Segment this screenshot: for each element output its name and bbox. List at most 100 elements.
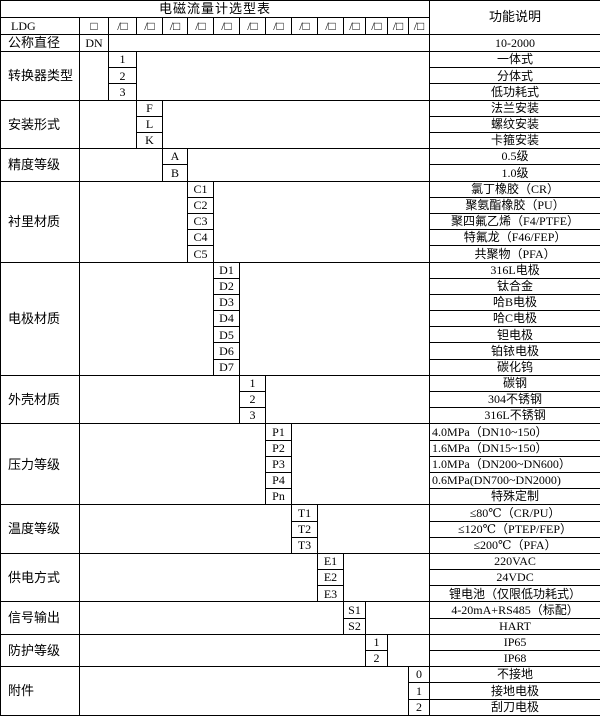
option-code: 2 [108, 67, 137, 85]
model-code-box: /□ [265, 17, 292, 35]
option-code: D2 [213, 277, 240, 295]
section-label: 外壳材质 [0, 374, 80, 425]
option-code: 0 [407, 666, 431, 684]
spacer-cell [386, 633, 431, 668]
option-code: Pn [265, 488, 292, 506]
spacer-cell [342, 552, 431, 603]
section-label: 精度等级 [0, 148, 80, 182]
option-code: 2 [407, 698, 431, 716]
model-code-box: /□ [108, 17, 137, 35]
option-code: DN [79, 33, 109, 53]
option-desc: 10-2000 [429, 33, 600, 53]
option-code: D4 [213, 310, 240, 328]
spacer-cell [238, 261, 431, 376]
spacer-cell [79, 261, 214, 376]
option-code: T3 [291, 536, 318, 554]
option-code: 1 [108, 51, 137, 69]
option-code: E3 [317, 585, 344, 603]
model-code-box: /□ [387, 17, 409, 35]
option-desc: 1.0级 [429, 164, 600, 182]
option-code: P4 [265, 471, 292, 490]
spacer-cell [79, 423, 266, 506]
option-desc: IP65 [429, 633, 600, 652]
option-code: C2 [187, 196, 214, 214]
option-code: 1 [239, 374, 266, 393]
section-label: 压力等级 [0, 423, 80, 506]
option-desc: 220VAC [429, 552, 600, 571]
section-label: 温度等级 [0, 504, 80, 554]
section-label: 防护等级 [0, 633, 80, 668]
option-desc: 锂电池（仅限低功耗式） [429, 585, 600, 603]
option-desc: 特氟龙（F46/FEP） [429, 229, 600, 247]
option-desc: 钽电极 [429, 326, 600, 344]
option-desc: 法兰安装 [429, 99, 600, 117]
option-code: D7 [213, 358, 240, 376]
option-code: A [162, 148, 188, 166]
option-code: 2 [365, 649, 388, 668]
option-code: C5 [187, 245, 214, 263]
option-code: D5 [213, 326, 240, 344]
option-code: K [136, 131, 163, 150]
spacer-cell [79, 180, 188, 263]
option-code: E1 [317, 552, 344, 571]
spacer-cell [79, 374, 240, 425]
option-code: P3 [265, 455, 292, 473]
section-label: 安装形式 [0, 99, 80, 150]
model-code-box: /□ [365, 17, 388, 35]
model-code-box: /□ [187, 17, 214, 35]
option-desc: 氯丁橡胶（CR） [429, 180, 600, 198]
option-code: 2 [239, 390, 266, 409]
option-desc: HART [429, 617, 600, 635]
option-desc: 1.0MPa（DN200~DN600） [429, 455, 600, 473]
section-label: 公称直径 [0, 33, 80, 53]
model-code-box: □ [79, 17, 109, 35]
spacer-cell [79, 99, 137, 150]
spacer-cell [316, 504, 431, 554]
option-desc: 不接地 [429, 666, 600, 684]
model-prefix: LDG [0, 17, 80, 35]
spacer-cell [212, 180, 431, 263]
spacer-cell [79, 148, 163, 182]
spacer-cell [79, 51, 109, 101]
option-code: C3 [187, 212, 214, 231]
spacer-cell [135, 51, 431, 101]
option-code: D1 [213, 261, 240, 279]
spacer-cell [290, 423, 431, 506]
option-desc: 0.5级 [429, 148, 600, 166]
option-desc: 钛合金 [429, 277, 600, 295]
spacer-cell [79, 633, 366, 668]
option-desc: 4.0MPa（DN10~150） [429, 423, 600, 441]
option-desc: 碳化钨 [429, 358, 600, 376]
option-code: S2 [343, 617, 366, 635]
model-code-box: /□ [136, 17, 163, 35]
model-code-box: /□ [239, 17, 266, 35]
option-desc: 4-20mA+RS485（标配） [429, 601, 600, 619]
section-label: 信号输出 [0, 601, 80, 635]
option-code: T2 [291, 520, 318, 538]
spacer-cell [364, 601, 431, 635]
spacer-cell [79, 666, 409, 716]
option-code: T1 [291, 504, 318, 522]
option-code: L [136, 115, 163, 134]
option-desc: ≤200℃（PFA） [429, 536, 600, 554]
option-desc: ≤80℃（CR/PU） [429, 504, 600, 522]
option-desc: 共聚物（PFA） [429, 245, 600, 263]
option-desc: 一体式 [429, 51, 600, 69]
model-code-box: /□ [213, 17, 240, 35]
option-desc: 分体式 [429, 67, 600, 85]
page-title: 电磁流量计选型表 [0, 0, 431, 19]
section-label: 附件 [0, 666, 80, 716]
function-column-header: 功能说明 [429, 0, 600, 35]
option-code: E2 [317, 569, 344, 587]
spacer-cell [79, 552, 318, 603]
option-desc: ≤120℃（PTEP/FEP） [429, 520, 600, 538]
section-label: 衬里材质 [0, 180, 80, 263]
option-desc: 铂铱电极 [429, 342, 600, 360]
option-code: C4 [187, 229, 214, 247]
option-code: 1 [407, 682, 431, 700]
option-desc: 0.6MPa(DN700~DN2000) [429, 471, 600, 490]
option-desc: 24VDC [429, 569, 600, 587]
option-desc: 哈B电极 [429, 293, 600, 312]
